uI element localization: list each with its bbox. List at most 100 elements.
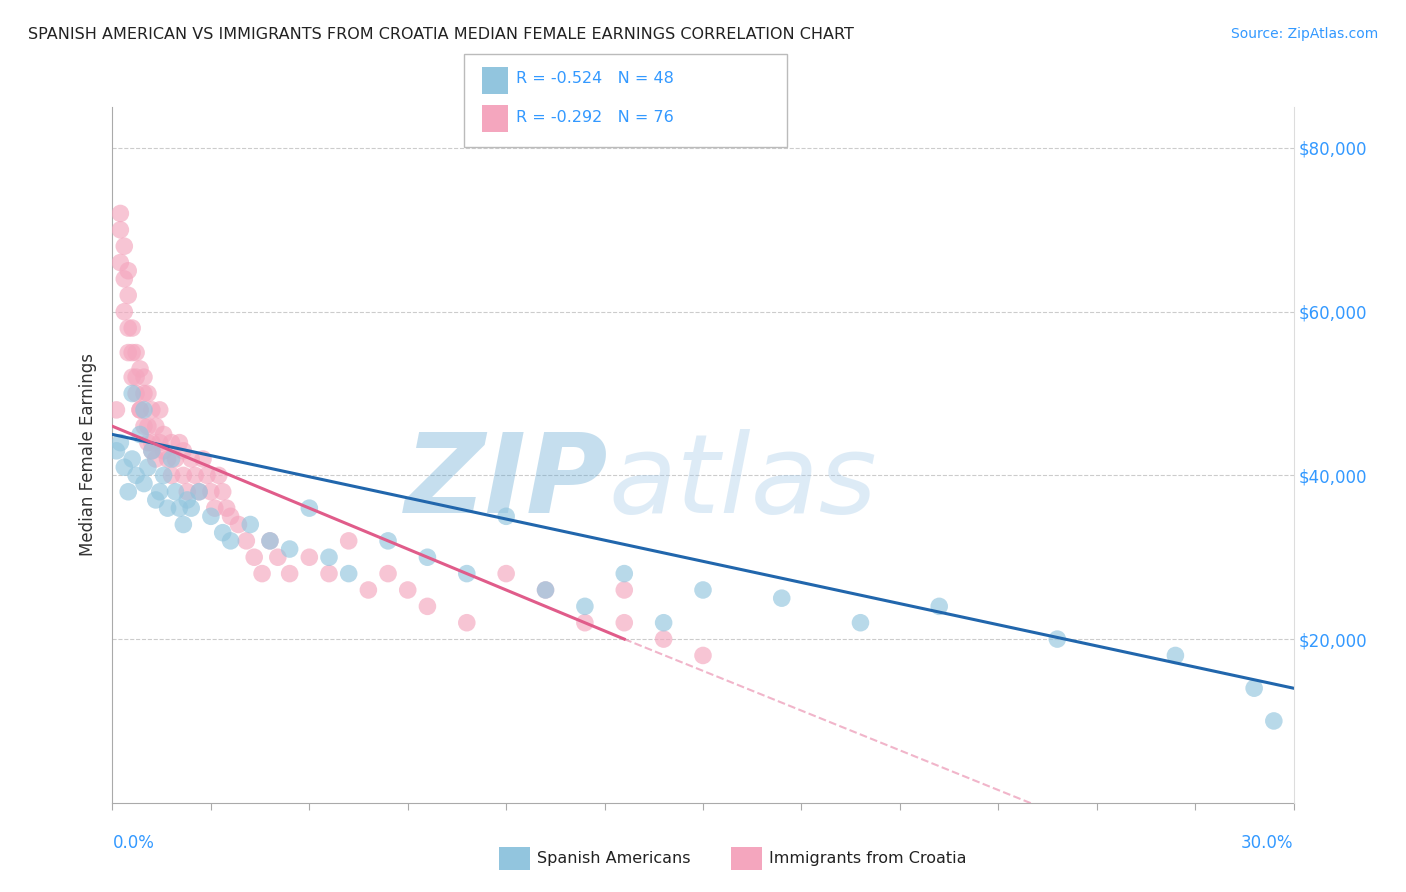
Point — [172, 468, 194, 483]
Point — [141, 435, 163, 450]
Text: ZIP: ZIP — [405, 429, 609, 536]
Point — [132, 419, 155, 434]
Point — [613, 582, 636, 597]
Point — [105, 443, 128, 458]
Point — [110, 435, 132, 450]
Point — [188, 484, 211, 499]
Point — [208, 468, 231, 483]
Text: Immigrants from Croatia: Immigrants from Croatia — [769, 852, 966, 866]
Point — [121, 370, 143, 384]
Point — [152, 468, 174, 483]
Text: Source: ZipAtlas.com: Source: ZipAtlas.com — [1230, 27, 1378, 41]
Point — [534, 582, 557, 597]
Point — [117, 288, 139, 302]
Text: 30.0%: 30.0% — [1241, 834, 1294, 852]
Point — [145, 452, 167, 467]
Point — [129, 427, 152, 442]
Point — [250, 566, 273, 581]
Point — [357, 582, 380, 597]
Point — [267, 550, 290, 565]
Point — [200, 509, 222, 524]
Point — [117, 264, 139, 278]
Point — [259, 533, 281, 548]
Point — [298, 550, 321, 565]
Point — [652, 632, 675, 646]
Text: SPANISH AMERICAN VS IMMIGRANTS FROM CROATIA MEDIAN FEMALE EARNINGS CORRELATION C: SPANISH AMERICAN VS IMMIGRANTS FROM CROA… — [28, 27, 853, 42]
Point — [136, 460, 159, 475]
Point — [215, 501, 238, 516]
Point — [211, 525, 233, 540]
Point — [377, 566, 399, 581]
Point — [141, 443, 163, 458]
Point — [377, 533, 399, 548]
Point — [770, 591, 793, 606]
Point — [228, 517, 250, 532]
Point — [149, 484, 172, 499]
Point — [652, 615, 675, 630]
Point — [112, 272, 135, 286]
Point — [211, 484, 233, 499]
Point — [112, 304, 135, 318]
Point — [259, 533, 281, 548]
Point — [165, 452, 187, 467]
Point — [235, 533, 257, 548]
Point — [278, 542, 301, 557]
Point — [318, 566, 340, 581]
Point — [132, 386, 155, 401]
Point — [495, 509, 517, 524]
Point — [152, 443, 174, 458]
Point — [574, 599, 596, 614]
Point — [136, 435, 159, 450]
Point — [121, 345, 143, 359]
Point — [188, 484, 211, 499]
Point — [160, 468, 183, 483]
Point — [849, 615, 872, 630]
Point — [219, 533, 242, 548]
Point — [1164, 648, 1187, 663]
Point — [1046, 632, 1069, 646]
Point — [117, 345, 139, 359]
Point — [180, 501, 202, 516]
Point — [125, 386, 148, 401]
Point — [129, 403, 152, 417]
Text: R = -0.524   N = 48: R = -0.524 N = 48 — [516, 71, 673, 86]
Point — [141, 443, 163, 458]
Point — [145, 419, 167, 434]
Point — [160, 435, 183, 450]
Point — [176, 492, 198, 507]
Point — [184, 468, 207, 483]
Point — [176, 484, 198, 499]
Point — [105, 403, 128, 417]
Point — [112, 460, 135, 475]
Point — [337, 566, 360, 581]
Point — [149, 435, 172, 450]
Point — [121, 321, 143, 335]
Point — [200, 484, 222, 499]
Point — [156, 501, 179, 516]
Point — [121, 452, 143, 467]
Point — [298, 501, 321, 516]
Point — [180, 452, 202, 467]
Point — [928, 599, 950, 614]
Point — [692, 582, 714, 597]
Point — [169, 435, 191, 450]
Point — [495, 566, 517, 581]
Text: R = -0.292   N = 76: R = -0.292 N = 76 — [516, 111, 673, 125]
Point — [136, 386, 159, 401]
Point — [136, 419, 159, 434]
Point — [117, 484, 139, 499]
Point — [613, 566, 636, 581]
Point — [243, 550, 266, 565]
Point — [129, 362, 152, 376]
Point — [160, 452, 183, 467]
Text: 0.0%: 0.0% — [112, 834, 155, 852]
Point — [195, 468, 218, 483]
Point — [117, 321, 139, 335]
Point — [456, 566, 478, 581]
Point — [172, 443, 194, 458]
Point — [396, 582, 419, 597]
Point — [416, 599, 439, 614]
Y-axis label: Median Female Earnings: Median Female Earnings — [79, 353, 97, 557]
Point — [110, 255, 132, 269]
Point — [219, 509, 242, 524]
